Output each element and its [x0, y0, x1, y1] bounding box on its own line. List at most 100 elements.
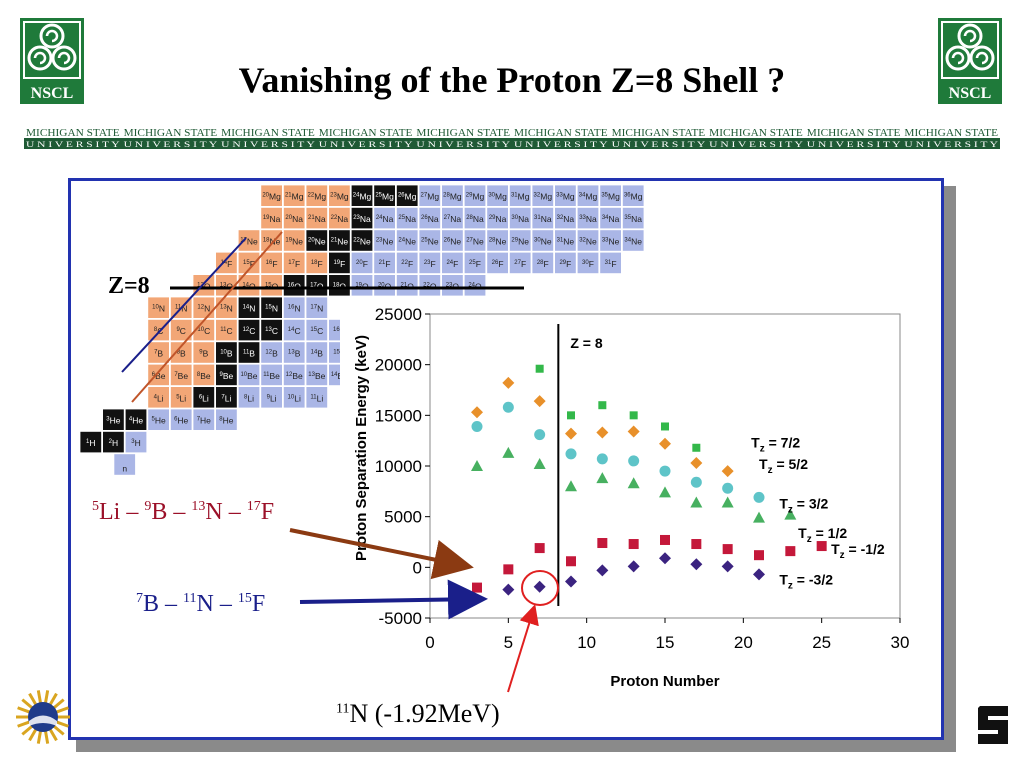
y-tick-label: 5000 [384, 508, 422, 527]
svg-text:19O: 19O [355, 281, 369, 291]
banner-top-text: MICHIGAN STATE [26, 128, 120, 139]
nuclide-cell: 1H [79, 430, 103, 454]
svg-text:24O: 24O [468, 281, 482, 291]
data-point [596, 472, 609, 484]
nuclide-cell: 14C [282, 318, 306, 342]
nuclide-cell: 20Ne [305, 229, 329, 252]
data-point [627, 477, 640, 489]
nuclide-cell: 29Mg [463, 184, 487, 207]
svg-text:10Li: 10Li [288, 393, 301, 403]
svg-text:20Na: 20Na [285, 214, 303, 224]
x-tick-label: 20 [734, 633, 753, 652]
data-point [721, 560, 734, 573]
nuclide-cell: 22O [418, 274, 442, 297]
data-point [471, 406, 483, 419]
y-tick-label: 15000 [375, 406, 422, 425]
svg-text:2H: 2H [109, 438, 118, 448]
svg-text:18O: 18O [333, 281, 347, 291]
nuclide-cell: 10C [192, 318, 216, 342]
x-tick-label: 25 [812, 633, 831, 652]
chain-isotope: 15F [237, 591, 266, 617]
banner-bottom-text: U N I V E R S I T Y [124, 140, 218, 149]
svg-text:25Ne: 25Ne [421, 237, 439, 247]
data-point [784, 508, 797, 520]
nuclide-cell: 3He [102, 408, 125, 431]
chain-isotope: 13N [191, 499, 223, 525]
chain-separator: – [213, 591, 238, 617]
nuclide-cell: 18O [328, 274, 351, 297]
nuclide-cell: 26Mg [395, 184, 419, 207]
svg-text:13B: 13B [288, 349, 301, 359]
svg-text:22F: 22F [401, 259, 413, 269]
nuclide-cell: 18F [305, 251, 329, 274]
nuclide-cell: 4He [124, 408, 148, 431]
svg-text:30Ne: 30Ne [534, 237, 552, 247]
svg-text:15C: 15C [310, 326, 323, 336]
svg-text:21O: 21O [401, 281, 415, 291]
data-point [472, 582, 482, 593]
nuclide-cell: 20Na [282, 206, 306, 230]
data-point [753, 491, 765, 503]
nuclide-cell: 10B [215, 341, 238, 364]
svg-text:32Na: 32Na [557, 214, 575, 224]
svg-text:21Ne: 21Ne [331, 237, 349, 247]
svg-text:27F: 27F [514, 259, 526, 269]
slide-title: Vanishing of the Proton Z=8 Shell ? [238, 60, 786, 100]
data-point [816, 541, 827, 552]
data-point [629, 411, 638, 420]
data-point [533, 457, 546, 469]
data-point [534, 543, 545, 554]
nuclide-cell: 14O [237, 274, 261, 297]
nuclide-cell: 28F [531, 251, 555, 274]
data-point [690, 476, 702, 488]
data-point [659, 552, 671, 565]
msu-s-logo [974, 704, 1012, 746]
svg-text:26Ne: 26Ne [444, 237, 462, 247]
nuclide-cell: 34Mg [576, 184, 600, 207]
n11-mass: 11 [336, 701, 350, 717]
nuclide-cell: 4Li [147, 386, 170, 409]
svg-text:31Mg: 31Mg [511, 192, 530, 202]
svg-text:31Na: 31Na [534, 214, 552, 224]
x-tick-label: 5 [504, 633, 513, 652]
chain-separator: – [120, 499, 145, 525]
mirror-chain-blue-label: 7B – 11N – 15F [136, 590, 265, 618]
svg-text:33Na: 33Na [579, 214, 597, 224]
svg-text:25Mg: 25Mg [375, 192, 394, 202]
data-point [565, 575, 577, 588]
plot-background [340, 302, 918, 702]
data-point [721, 465, 734, 478]
banner-top-text: MICHIGAN STATE [904, 128, 998, 139]
y-tick-label: 20000 [375, 356, 422, 375]
nuclide-cell: 14N [237, 296, 261, 319]
x-axis-label: Proton Number [610, 673, 719, 690]
svg-text:20Mg: 20Mg [262, 192, 281, 202]
svg-text:23Ne: 23Ne [376, 237, 394, 247]
nuclide-cell: 13C [260, 318, 283, 342]
svg-text:23Na: 23Na [353, 214, 371, 224]
svg-text:32Mg: 32Mg [534, 192, 553, 202]
nuclide-cell: 25Mg [373, 184, 396, 207]
nuclide-cell: 11C [215, 318, 238, 342]
chain-isotope: 11N [183, 591, 214, 617]
banner-top-text: MICHIGAN STATE [319, 128, 413, 139]
nuclide-cell: 23O [441, 274, 464, 297]
svg-text:18F: 18F [311, 259, 323, 269]
data-point [627, 560, 640, 573]
z8-label: Z=8 [108, 273, 150, 299]
svg-text:23F: 23F [424, 259, 436, 269]
svg-text:20O: 20O [378, 281, 392, 291]
nuclide-cell: 27F [508, 251, 532, 274]
nuclide-cell: 21Ne [328, 229, 351, 252]
nuclide-cell: 28Ne [486, 229, 509, 252]
data-point [565, 480, 577, 492]
svg-text:33Mg: 33Mg [556, 192, 575, 202]
nuclide-cell: 26Na [418, 206, 442, 230]
n11-energy-label: 11N (-1.92MeV) [336, 700, 500, 728]
svg-text:28Na: 28Na [466, 214, 484, 224]
data-point [534, 429, 546, 441]
nuclide-cell: 8Be [192, 363, 216, 386]
svg-text:22Mg: 22Mg [308, 192, 327, 202]
nuclide-cell: 20F [350, 251, 374, 274]
nuclide-cell: 28Na [463, 206, 487, 230]
